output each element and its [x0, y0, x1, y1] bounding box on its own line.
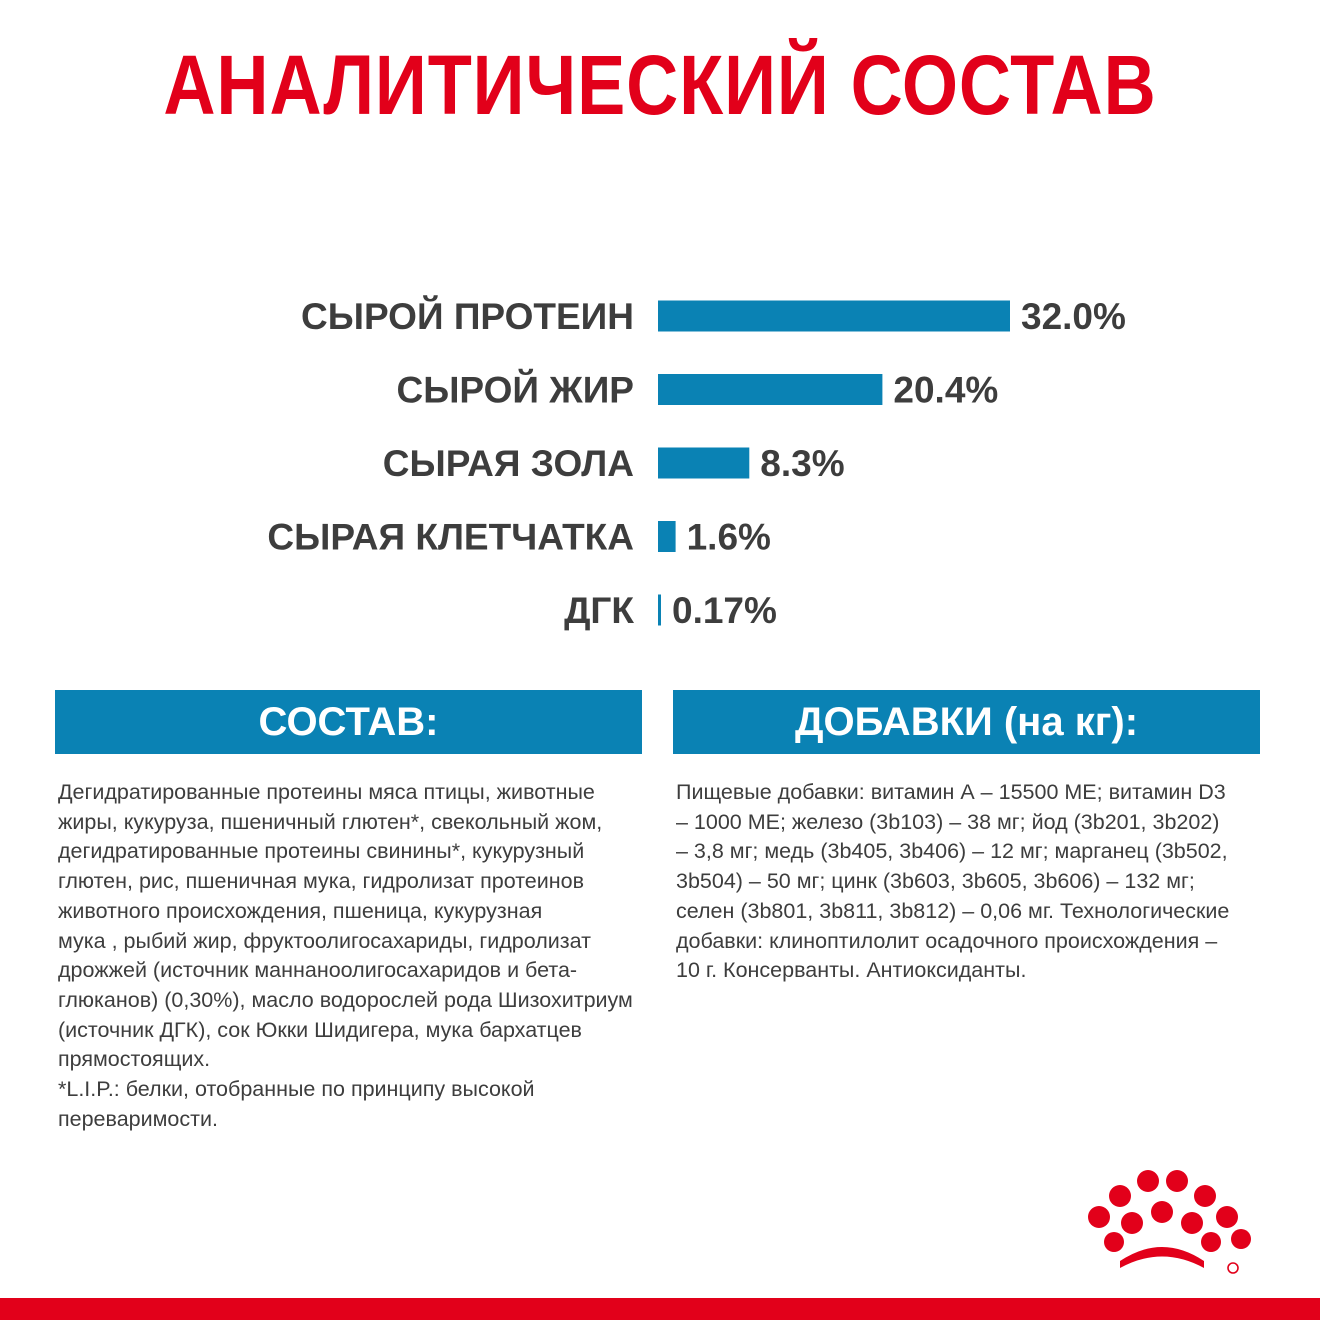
value-label: 20.4%	[893, 370, 998, 411]
value-label: 0.17%	[672, 590, 777, 631]
category-label: СЫРАЯ КЛЕТЧАТКА	[267, 517, 634, 558]
bar	[658, 594, 661, 626]
bottom-accent-bar	[0, 1298, 1320, 1320]
bar	[658, 521, 676, 552]
bar	[658, 374, 883, 405]
royal-canin-crown-icon	[1088, 1170, 1251, 1274]
page-title: АНАЛИТИЧЕСКИЙ СОСТАВ	[163, 38, 1157, 132]
value-label: 32.0%	[1021, 296, 1126, 337]
category-label: СЫРАЯ ЗОЛА	[383, 443, 634, 484]
category-label: ДГК	[564, 590, 634, 631]
category-label: СЫРОЙ ПРОТЕИН	[301, 295, 634, 337]
nutrient-bar-chart: СЫРОЙ ПРОТЕИН 32.0% СЫРОЙ ЖИР 20.4% СЫРАЯ ЗО…	[267, 295, 1126, 631]
composition-heading: СОСТАВ:	[55, 690, 642, 754]
bar	[658, 300, 1010, 332]
bar	[658, 447, 750, 479]
category-label: СЫРОЙ ЖИР	[396, 369, 634, 411]
value-label: 1.6%	[687, 517, 771, 558]
additives-heading: ДОБАВКИ (на кг):	[673, 690, 1260, 754]
value-label: 8.3%	[760, 443, 844, 484]
composition-text: Дегидратированные протеины мяса птицы, ж…	[58, 780, 633, 1131]
additives-text: Пищевые добавки: витамин А – 15500 МЕ; в…	[676, 780, 1230, 983]
